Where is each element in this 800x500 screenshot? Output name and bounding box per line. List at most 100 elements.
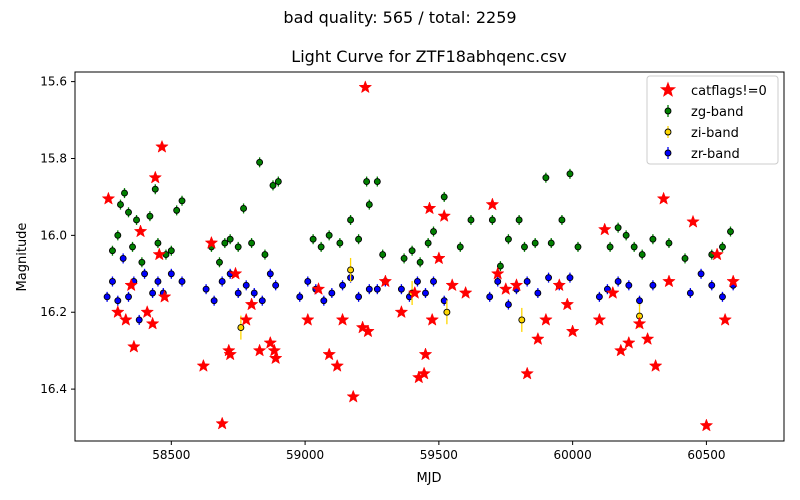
zg-band-point — [125, 208, 132, 216]
catflags-star — [140, 304, 155, 319]
zr-band-point — [125, 293, 132, 301]
catflags-star — [322, 347, 337, 361]
catflags-star — [119, 312, 133, 326]
zg-band-point — [373, 178, 381, 185]
catflags-star — [263, 335, 278, 349]
catflags-star — [157, 289, 172, 303]
catflags-star — [718, 312, 732, 326]
catflags-star — [699, 418, 714, 432]
zg-band-point — [542, 174, 550, 182]
catflags-star — [539, 312, 553, 326]
zg-band-point — [400, 254, 408, 262]
catflags-star — [605, 285, 620, 299]
catflags-star — [311, 281, 326, 295]
zr-band-point — [320, 297, 328, 305]
zi-band-point — [237, 324, 245, 332]
zg-band-point — [727, 228, 734, 235]
catflags-star — [228, 266, 243, 280]
chart-title: Light Curve for ZTF18abhqenc.csv — [291, 47, 566, 66]
zr-band-point — [328, 289, 336, 297]
zr-band-point — [154, 278, 162, 285]
catflags-star — [648, 358, 663, 372]
legend-label: zi-band — [691, 126, 739, 141]
zg-band-point — [248, 239, 256, 247]
zg-band-point — [240, 205, 248, 212]
x-axis-ticks: 58500 59000 59500 60000 60500 — [152, 441, 726, 462]
zg-band-point — [325, 231, 333, 239]
catflags-star — [552, 278, 567, 292]
zi-band-point — [443, 308, 451, 316]
zg-band-point — [719, 243, 726, 251]
zr-band-point — [545, 274, 553, 282]
catflags-star — [520, 366, 534, 380]
zr-band-point — [697, 270, 705, 278]
zg-band-point — [133, 216, 140, 224]
catflags-star — [613, 343, 628, 357]
zg-band-point — [363, 178, 371, 185]
catflags-star — [509, 278, 524, 292]
catflags-star — [686, 214, 700, 228]
zg-band-point — [416, 258, 424, 266]
zg-band-point — [566, 170, 574, 178]
zg-band-point — [121, 189, 128, 197]
zg-band-point — [173, 206, 181, 214]
catflags-star — [152, 247, 167, 261]
axes-frame — [74, 71, 785, 442]
catflags-star — [490, 266, 505, 280]
catflags-star — [215, 416, 229, 430]
catflags-star — [597, 222, 612, 236]
zr-band-point — [296, 293, 304, 301]
catflags-star — [223, 347, 238, 361]
zg-band-point — [261, 251, 269, 259]
legend-circle-marker — [664, 107, 672, 115]
zr-band-point — [119, 254, 127, 262]
zr-band-point — [304, 278, 312, 285]
zg-band-point — [365, 201, 373, 209]
catflags-star — [394, 304, 409, 319]
catflags-star — [300, 312, 315, 326]
catflags-star — [110, 304, 125, 319]
zr-band-point — [566, 274, 574, 282]
zg-band-point — [355, 235, 363, 243]
catflags-star — [621, 335, 636, 349]
zr-band-point — [523, 278, 531, 285]
catflags-star — [239, 312, 254, 326]
catflags-star — [418, 347, 433, 361]
zr-band-point — [167, 270, 175, 278]
legend-star-marker — [659, 81, 677, 97]
zr-band-point — [422, 289, 429, 297]
legend-circle-marker — [664, 149, 672, 157]
y-tick-label: 16.4 — [40, 382, 67, 396]
catflags-star — [710, 247, 724, 261]
zr-band-point — [114, 297, 122, 305]
zg-band-point — [146, 212, 154, 220]
catflags-star — [101, 191, 116, 205]
zg-band-point — [226, 235, 234, 243]
catflags-layer — [101, 80, 740, 432]
zg-band-point — [234, 243, 242, 251]
legend-label: catflags!=0 — [691, 84, 767, 99]
x-tick-label: 59000 — [286, 448, 324, 462]
zr-band-point — [141, 270, 149, 278]
catflags-star — [204, 235, 219, 249]
zg-band-point — [151, 185, 159, 193]
catflags-star — [358, 80, 373, 94]
catflags-star — [127, 339, 141, 353]
y-axis-label: Magnitude — [15, 223, 30, 292]
catflags-star — [560, 297, 575, 311]
zg-band-point — [574, 243, 582, 251]
catflags-star — [335, 312, 350, 326]
zg-band-point — [309, 235, 317, 243]
zr-band-point — [486, 293, 494, 301]
catflags-star — [656, 191, 671, 205]
catflags-star — [268, 351, 283, 365]
zg-band-point — [488, 216, 496, 224]
catflags-star — [437, 208, 452, 222]
zr-band-point — [339, 281, 346, 289]
zg-band-point — [614, 224, 622, 232]
zr-band-point — [234, 289, 242, 297]
zg-band-point — [154, 239, 162, 247]
zr-band-point — [258, 297, 266, 305]
zr-band-point — [365, 285, 373, 293]
catflags-star — [422, 201, 437, 215]
